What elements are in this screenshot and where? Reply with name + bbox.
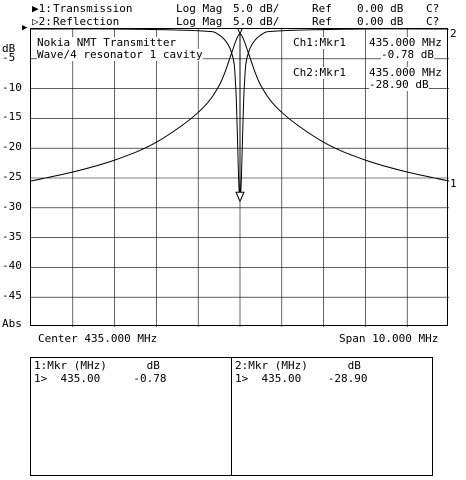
y-abs-label: Abs [2, 317, 22, 330]
y-tick-label: -30 [2, 199, 22, 213]
ch1-marker: ▶1: [32, 2, 52, 15]
plot-area[interactable]: Nokia NMT Transmitter Wave/4 resonator 1… [30, 28, 449, 327]
ch1-format: Log Mag [176, 2, 223, 15]
marker-table-ch2-header: 2:Mkr (MHz) dB [235, 359, 361, 372]
y-unit-label: dB [2, 42, 16, 55]
ch2-marker-value: -28.90 dB [369, 78, 429, 91]
ch1-scale: 5.0 dB/ [233, 2, 280, 15]
y-tick-label: -15 [2, 110, 22, 124]
marker-table-ch1: 1:Mkr (MHz) dB 1> 435.00 -0.78 [30, 357, 232, 476]
marker-table-ch2: 2:Mkr (MHz) dB 1> 435.00 -28.90 [231, 357, 433, 476]
marker-ch1-triangle [237, 29, 243, 35]
center-frequency: Center 435.000 MHz [38, 332, 158, 345]
ch2-ref-label: Ref [312, 15, 332, 28]
y-tick-label: -25 [2, 170, 22, 183]
ch2-marker: ▷2: [32, 15, 52, 28]
ch2-marker-label: Ch2:Mkr1 [293, 66, 346, 79]
marker-table-ch1-row: 1> 435.00 -0.78 [34, 372, 167, 385]
ch2-marker-freq: 435.000 MHz [369, 66, 442, 79]
ch1-label: Transmission [53, 2, 133, 15]
ch2-cal-status: C? [426, 15, 440, 28]
y-tick-label: -10 [2, 80, 22, 94]
ch2-label: Reflection [53, 15, 120, 28]
y-tick-label: -35 [2, 229, 22, 243]
ch1-ref-value: 0.00 dB [357, 2, 404, 15]
ref-position-marker: ▶ [22, 23, 28, 33]
ch1-marker-label: Ch1:Mkr1 [293, 36, 346, 49]
marker-ch2-triangle [235, 191, 245, 203]
span-frequency: Span 10.000 MHz [339, 332, 439, 345]
ch1-marker-freq: 435.000 MHz [369, 36, 442, 49]
trace2-end-label: 2 [450, 27, 457, 40]
ch2-ref-value: 0.00 dB [357, 15, 404, 28]
ch2-format: Log Mag [176, 15, 223, 28]
ch1-ref-label: Ref [312, 2, 332, 15]
y-tick-label: -20 [2, 140, 22, 154]
marker-table-ch1-header: 1:Mkr (MHz) dB [34, 359, 160, 372]
title-line-2: Wave/4 resonator 1 cavity [37, 48, 203, 61]
ch2-scale: 5.0 dB/ [233, 15, 280, 28]
marker-table-ch2-row: 1> 435.00 -28.90 [235, 372, 368, 385]
title-line-1: Nokia NMT Transmitter [37, 36, 177, 49]
ch1-marker-value: -0.78 dB [381, 48, 434, 61]
ch1-cal-status: C? [426, 2, 440, 15]
y-tick-label: -45 [2, 289, 22, 303]
trace1-end-label: 1 [450, 177, 457, 190]
y-tick-label: -40 [2, 259, 22, 273]
y-tick-label: -5 [2, 50, 16, 64]
